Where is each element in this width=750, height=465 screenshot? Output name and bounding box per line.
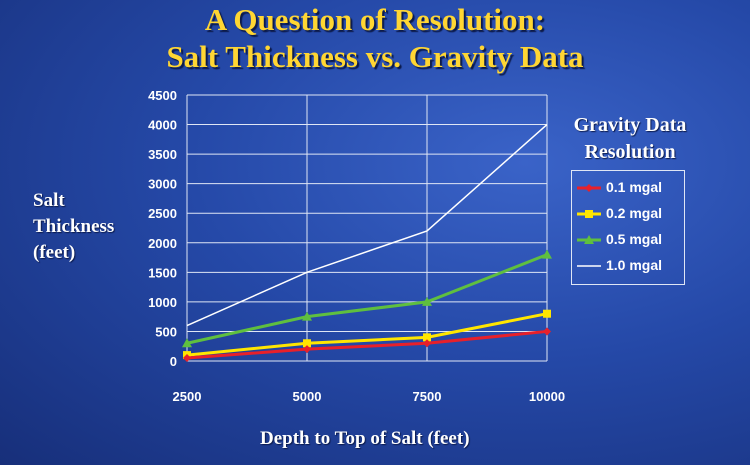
data-point — [303, 345, 311, 354]
legend-swatch — [577, 235, 601, 244]
y-tick-label: 2500 — [148, 206, 177, 221]
data-point — [182, 338, 192, 348]
series-line-0.5-mgal — [186, 253, 548, 345]
legend-marker — [585, 184, 593, 192]
data-point — [423, 339, 431, 348]
legend-title: Gravity Data Resolution — [573, 114, 687, 163]
data-point — [543, 327, 551, 336]
data-point — [302, 311, 312, 321]
series-lines — [182, 123, 552, 363]
y-tick-label: 4500 — [148, 88, 177, 103]
data-point — [422, 296, 432, 306]
data-point — [542, 249, 552, 259]
legend-marker — [585, 210, 593, 218]
y-tick-label: 0 — [170, 354, 177, 369]
gridlines — [186, 94, 548, 362]
legend-label: 1.0 mgal — [606, 257, 663, 273]
series-line-1.0-mgal — [186, 123, 548, 327]
legend-swatch — [577, 184, 601, 192]
y-tick-label: 3000 — [148, 177, 177, 192]
y-tick-label: 1500 — [148, 265, 177, 280]
y-tick-label: 4000 — [148, 118, 177, 133]
legend-swatch — [577, 210, 601, 218]
y-axis-label: Salt Thickness (feet) — [33, 188, 143, 266]
x-axis-label: Depth to Top of Salt (feet) — [260, 428, 470, 449]
y-tick-label: 2000 — [148, 236, 177, 251]
legend-item: 0.5 mgal — [572, 229, 684, 251]
tick-labels: 0 500 1000 1500 2000 2500 3000 3500 4000 4500 2500… — [148, 88, 565, 404]
x-tick-label: 5000 — [293, 389, 322, 404]
legend-item: 0.2 mgal — [572, 203, 684, 225]
data-point — [183, 354, 191, 363]
x-tick-label: 7500 — [413, 389, 442, 404]
x-tick-label: 2500 — [173, 389, 202, 404]
legend-item: 1.0 mgal — [572, 255, 684, 277]
chart-subtitle: Salt Thickness vs. Gravity Data — [166, 39, 584, 74]
legend-label: 0.5 mgal — [606, 231, 663, 247]
data-point — [303, 339, 311, 348]
x-tick-label: 10000 — [529, 389, 565, 404]
data-point — [423, 333, 431, 342]
chart-title: A Question of Resolution: — [204, 2, 546, 37]
series-line-0.1-mgal — [186, 329, 548, 360]
y-axis-label-text: Salt Thickness (feet) — [33, 190, 115, 263]
legend-label: 0.1 mgal — [606, 179, 663, 195]
legend-swatch — [577, 265, 601, 267]
legend: 0.1 mgal 0.2 mgal 0.5 mgal 1.0 mgal — [571, 170, 685, 285]
y-tick-label: 3500 — [148, 147, 177, 162]
data-point — [543, 309, 551, 318]
legend-item: 0.1 mgal — [572, 177, 684, 199]
legend-label: 0.2 mgal — [606, 205, 663, 221]
y-tick-label: 1000 — [148, 295, 177, 310]
legend-marker — [584, 235, 594, 244]
y-tick-label: 500 — [155, 324, 177, 339]
series-line-0.2-mgal — [186, 312, 548, 357]
